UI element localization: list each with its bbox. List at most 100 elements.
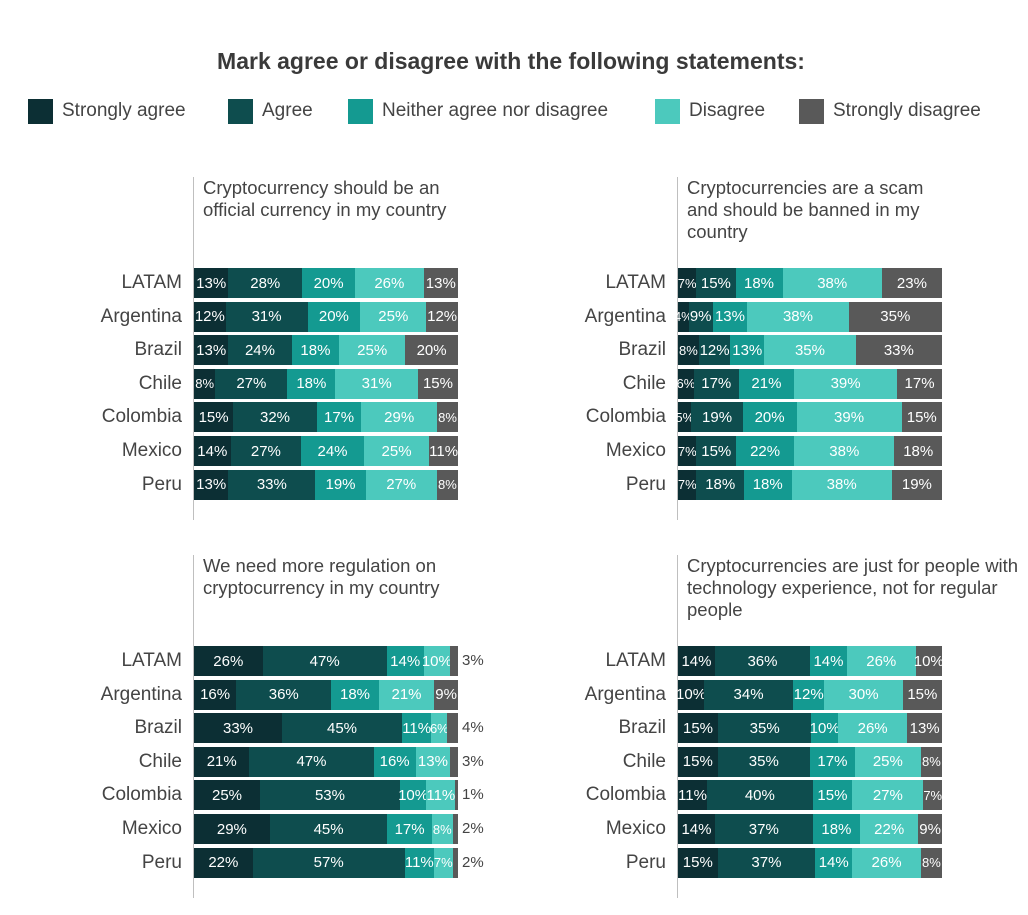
data-label: 19%: [702, 408, 733, 426]
data-label: 9%: [435, 686, 457, 704]
bar-segment: 22%: [860, 814, 919, 844]
bar-segment: 8%: [920, 746, 942, 777]
data-label-outside: 2%: [462, 820, 484, 837]
bar-segment: 8%: [436, 469, 458, 500]
data-label: 38%: [829, 442, 860, 460]
data-label: 20%: [416, 341, 447, 359]
data-label: 27%: [250, 442, 281, 460]
data-label: 20%: [313, 274, 344, 292]
data-label: 10%: [913, 652, 944, 670]
bar-segment: 38%: [794, 436, 895, 466]
category-label: Chile: [622, 750, 666, 772]
stacked-bar: 21% 47% 16% 13%: [194, 746, 458, 777]
data-label: 24%: [317, 442, 348, 460]
data-label: 20%: [754, 408, 785, 426]
data-label: 36%: [268, 686, 299, 704]
category-label: Chile: [138, 750, 182, 772]
bar-segment: 17%: [387, 814, 432, 844]
data-label: 47%: [296, 753, 327, 771]
data-label: 7%: [677, 477, 697, 493]
bar-segment: 35%: [717, 746, 810, 777]
bar-segment: 20%: [307, 301, 361, 332]
bar-segment: 6%: [677, 368, 695, 399]
data-label: 18%: [340, 686, 371, 704]
data-label: 11%: [426, 786, 456, 804]
category-label: Mexico: [605, 818, 666, 839]
category-label: Chile: [138, 372, 182, 394]
data-label: 22%: [874, 820, 905, 838]
data-label: 18%: [744, 274, 775, 292]
bar-segment: 14%: [194, 436, 231, 466]
bar-segment: 23%: [881, 268, 942, 298]
stacked-bar: 8% 27% 18% 31% 15%: [194, 368, 458, 399]
data-label: 15%: [198, 408, 229, 426]
stacked-bar: 15% 35% 17% 25% 8%: [678, 746, 942, 777]
category-label: Peru: [625, 473, 666, 495]
data-label: 18%: [296, 375, 327, 393]
category-label: Colombia: [101, 406, 182, 428]
chart-panel: Cryptocurrencies are a scam and should b…: [494, 177, 942, 537]
data-label: 38%: [817, 274, 848, 292]
stacked-bar: 5% 19% 20% 39% 15%: [675, 402, 942, 433]
data-label: 14%: [818, 854, 849, 872]
data-label: 29%: [384, 408, 415, 426]
bar-segment: 28%: [228, 268, 303, 298]
category-label: Peru: [625, 851, 666, 873]
panel-title: We need more regulation on cryptocurrenc…: [203, 555, 440, 598]
bar-segment: 36%: [714, 646, 810, 676]
data-label: 36%: [747, 652, 778, 670]
bar-segment: 45%: [269, 814, 388, 844]
bar-segment: 25%: [363, 436, 430, 466]
bar-segment: 15%: [901, 402, 942, 433]
bar-segment: 35%: [764, 335, 856, 366]
data-label: 11%: [678, 786, 707, 804]
stacked-bar: 6% 17% 21% 39% 17%: [677, 368, 942, 399]
bar-segment: 40%: [707, 780, 813, 811]
bar-segment: 12%: [426, 301, 458, 332]
stacked-bar: 26% 47% 14% 10%: [194, 646, 458, 676]
bar-segment: 24%: [228, 335, 292, 366]
bar-segment: 7%: [923, 780, 942, 811]
data-label: 40%: [744, 786, 775, 804]
bar-segment: 33%: [855, 335, 942, 366]
chart-title: Mark agree or disagree with the followin…: [217, 48, 805, 74]
data-label: 11%: [402, 719, 432, 737]
stacked-bar: 14% 37% 18% 22% 9%: [678, 814, 942, 844]
bar-segment: 12%: [792, 679, 825, 710]
data-label: 35%: [749, 719, 780, 737]
bar-segment: 15%: [678, 847, 718, 878]
bar-segment: 29%: [194, 814, 270, 844]
bar-segment: 21%: [378, 679, 435, 710]
data-label: 18%: [705, 476, 736, 494]
data-label: 15%: [682, 719, 714, 737]
data-label: 13%: [196, 274, 227, 292]
data-label: 10%: [421, 652, 452, 670]
data-label-outside: 3%: [462, 652, 484, 669]
category-axis-line: [193, 177, 194, 520]
data-label: 9%: [919, 820, 941, 838]
data-label: 15%: [817, 786, 848, 804]
data-label: 29%: [216, 820, 247, 838]
bar-segment: 11%: [678, 780, 708, 811]
bar-segment: 10%: [913, 646, 944, 676]
data-label: 18%: [752, 476, 783, 494]
stacked-bar: 29% 45% 17% 8%: [194, 814, 458, 844]
data-label: 22%: [750, 442, 781, 460]
category-label: Brazil: [134, 717, 182, 739]
data-label: 12%: [194, 308, 225, 326]
bar-segment: 13%: [730, 335, 765, 366]
bar-segment: 18%: [812, 814, 861, 844]
bar-segment: [450, 746, 458, 777]
data-label-outside: 3%: [462, 752, 484, 770]
bar-segment: 24%: [301, 436, 364, 466]
legend-label: Strongly disagree: [833, 100, 981, 121]
bar-segment: 7%: [677, 469, 697, 500]
panel-title: Cryptocurrencies are a scam and should b…: [687, 177, 924, 242]
bar-segment: 4%: [674, 301, 693, 332]
data-label: 24%: [244, 341, 275, 359]
bar-segment: 15%: [678, 746, 718, 777]
bar-segment: 38%: [782, 268, 882, 298]
bar-segment: 20%: [405, 335, 458, 366]
legend-label: Disagree: [689, 100, 766, 121]
data-label: 10%: [809, 719, 840, 737]
